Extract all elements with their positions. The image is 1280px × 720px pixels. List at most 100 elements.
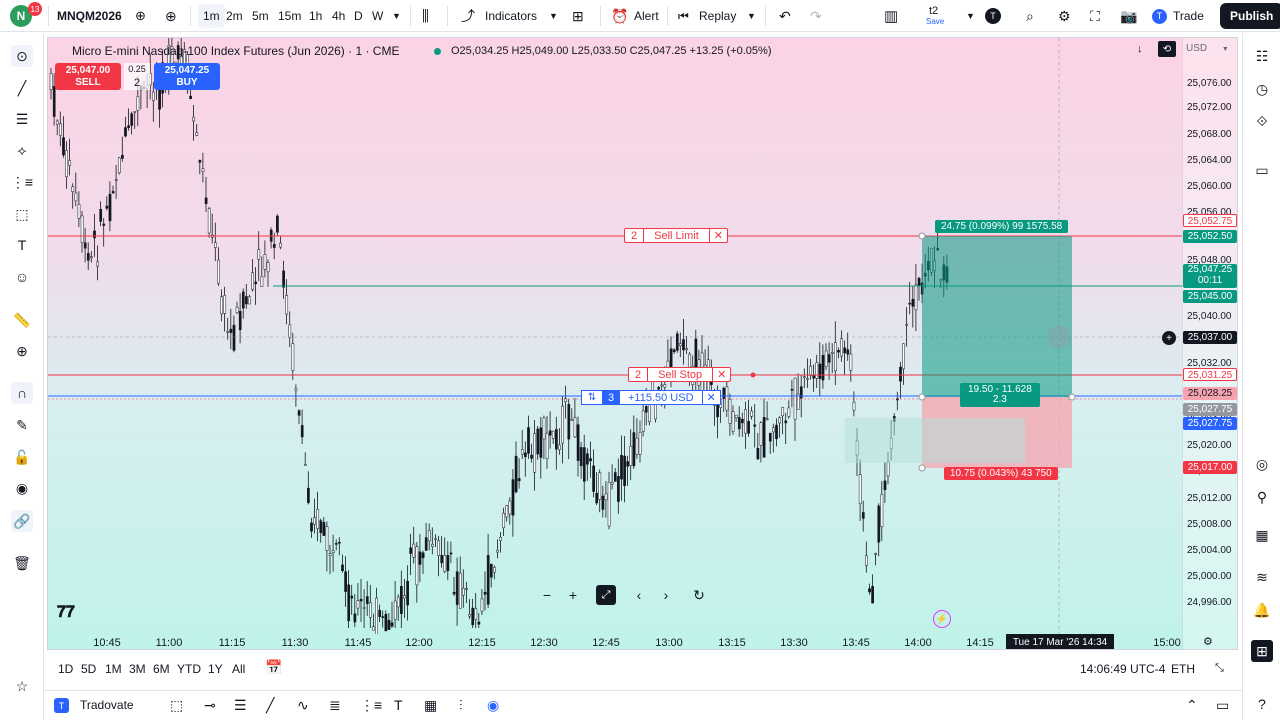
replay-button[interactable]: Replay: [699, 9, 737, 23]
candlestick-series[interactable]: [48, 38, 1182, 634]
pattern-icon[interactable]: ⟡: [17, 141, 27, 158]
trash-icon[interactable]: 🗑: [13, 554, 31, 571]
panel-wave-icon[interactable]: ∿: [297, 697, 309, 713]
notifications-bell-icon[interactable]: 🔔: [1253, 601, 1271, 618]
zoom-in-button-icon[interactable]: +: [568, 587, 578, 603]
reverse-position-icon[interactable]: ⇅: [581, 390, 603, 405]
close-position-icon[interactable]: ✕: [702, 390, 721, 405]
timeframe-d[interactable]: D: [354, 9, 363, 23]
timeframe-2m[interactable]: 2m: [226, 9, 243, 23]
replay-icon[interactable]: ⏮: [678, 8, 689, 23]
panel-levels-icon[interactable]: ⋮≡: [360, 697, 383, 713]
collapse-panel-chevron-up-icon[interactable]: ⌃: [1186, 697, 1198, 713]
panel-line-icon[interactable]: ⊸: [204, 697, 216, 713]
search-icon[interactable]: ⌕: [1026, 7, 1034, 24]
chart-pane[interactable]: Micro E-mini Nasdaq-100 Index Futures (J…: [47, 37, 1238, 650]
panel-replay-icon[interactable]: ◉: [487, 697, 500, 713]
broker-name[interactable]: Tradovate: [80, 698, 134, 712]
shapes-icon[interactable]: ⬚: [15, 205, 29, 222]
rr-handle-mid[interactable]: [918, 393, 926, 401]
panel-price-icon[interactable]: ⫶: [459, 697, 463, 713]
ideas-icon[interactable]: ⚲: [1256, 488, 1268, 505]
sell-stop-order[interactable]: 2 Sell Stop ✕: [628, 367, 732, 382]
order-dot[interactable]: [750, 372, 756, 378]
timeframe-5m[interactable]: 5m: [252, 9, 269, 23]
buy-button[interactable]: 25,047.25 BUY: [154, 63, 220, 90]
zoom-out-icon[interactable]: −: [542, 587, 552, 603]
target-icon[interactable]: ◎: [1255, 455, 1269, 472]
profit-zone[interactable]: [922, 236, 1072, 397]
timeframe-w[interactable]: W: [372, 9, 384, 23]
reset-zoom-icon[interactable]: ⤢: [596, 585, 616, 605]
indicators-icon[interactable]: ⤴: [461, 8, 475, 24]
time-axis[interactable]: 10:45 11:00 11:15 11:30 11:45 12:00 12:15 12:30…: [48, 634, 1182, 649]
sell-limit-qty[interactable]: 2: [625, 229, 645, 242]
panel-text-icon[interactable]: T: [394, 697, 403, 713]
adjust-icon[interactable]: ⤡: [1215, 662, 1224, 674]
sell-stop-cancel-icon[interactable]: ✕: [712, 368, 730, 381]
alarm-clock-icon[interactable]: ⏰: [611, 7, 629, 24]
cursor-icon[interactable]: ⊙: [11, 45, 33, 67]
add-order-plus-icon[interactable]: +: [1162, 331, 1176, 345]
replay-dropdown-icon[interactable]: ▼: [747, 11, 756, 21]
fib-retracement-icon[interactable]: ☰: [15, 110, 29, 127]
keep-drawing-icon[interactable]: ✎: [16, 416, 28, 433]
sell-limit-label[interactable]: Sell Limit: [654, 229, 699, 242]
panel-draw-icon[interactable]: ╱: [266, 697, 275, 713]
sync-link-icon[interactable]: 🔗: [11, 510, 33, 532]
text-tool-icon[interactable]: T: [17, 237, 27, 253]
panel-list-icon[interactable]: ☰: [234, 697, 247, 713]
hide-drawings-eye-icon[interactable]: ◉: [15, 479, 29, 496]
timeframe-dropdown-icon[interactable]: ▼: [392, 11, 401, 21]
ruler-icon[interactable]: 📏: [13, 311, 31, 328]
apps-grid-icon[interactable]: ⊞: [1251, 640, 1273, 662]
compare-icon[interactable]: ⊕: [135, 8, 146, 23]
range-1d[interactable]: 1D: [58, 662, 74, 676]
alert-button[interactable]: Alert: [634, 9, 659, 23]
user-t-avatar[interactable]: T: [985, 0, 1001, 32]
range-5d[interactable]: 5D: [81, 662, 97, 676]
forecast-icon[interactable]: ⋮≡: [10, 173, 34, 190]
zoom-in-icon[interactable]: ⊕: [16, 342, 28, 359]
panel-frame-icon[interactable]: ⬚: [170, 697, 184, 713]
currency-selector[interactable]: USD ▼: [1186, 43, 1229, 54]
emoji-icon[interactable]: ☺: [14, 269, 30, 285]
range-6m[interactable]: 6M: [153, 662, 170, 676]
session-label[interactable]: ETH: [1171, 662, 1195, 676]
quantity-box[interactable]: 0.25 2: [124, 63, 150, 90]
scroll-left-icon[interactable]: ‹: [636, 587, 642, 603]
magnet-icon[interactable]: ∩: [11, 382, 33, 404]
templates-grid-icon[interactable]: ⊞: [572, 7, 584, 24]
undo-icon[interactable]: ↶: [779, 7, 791, 24]
quantity-value[interactable]: 2: [133, 77, 141, 89]
layout-dropdown-icon[interactable]: ▼: [966, 11, 975, 21]
timeframe-1m[interactable]: 1m: [198, 4, 225, 28]
price-axis[interactable]: 25,076.00 25,072.00 25,068.00 25,064.00 25,0…: [1182, 38, 1237, 649]
panel-fib-icon[interactable]: ≣: [329, 697, 341, 713]
scroll-to-latest-icon[interactable]: ↓: [1137, 43, 1143, 55]
panel-table-icon[interactable]: ▦: [424, 697, 438, 713]
time-axis-settings-icon[interactable]: ⚙: [1203, 636, 1213, 648]
clock-label[interactable]: 14:06:49 UTC-4: [1080, 662, 1166, 676]
sell-button[interactable]: 25,047.00 SELL: [55, 63, 121, 90]
auto-scale-icon[interactable]: ⟲: [1158, 41, 1176, 57]
broker-logo-icon[interactable]: T: [54, 698, 69, 713]
sell-limit-cancel-icon[interactable]: ✕: [708, 229, 727, 242]
user-t-avatar-icon[interactable]: T: [985, 8, 1001, 24]
help-icon[interactable]: ?: [1258, 696, 1266, 712]
redo-icon[interactable]: ↷: [810, 7, 822, 24]
calendar-icon[interactable]: ▦: [1255, 526, 1269, 543]
range-1m[interactable]: 1M: [105, 662, 122, 676]
position-order[interactable]: ⇅ 3 +115.50 USD ✕: [581, 390, 721, 405]
reset-chart-icon[interactable]: ↻: [693, 586, 705, 603]
user-menu[interactable]: N: [10, 0, 32, 32]
rr-handle-right[interactable]: [1068, 393, 1076, 401]
timeframe-15m[interactable]: 15m: [278, 9, 302, 23]
sell-stop-label[interactable]: Sell Stop: [658, 368, 703, 381]
sell-limit-order[interactable]: 2 Sell Limit ✕: [624, 228, 728, 243]
range-ytd[interactable]: YTD: [177, 662, 201, 676]
currency-dropdown-icon[interactable]: ▼: [1221, 46, 1229, 53]
range-3m[interactable]: 3M: [129, 662, 146, 676]
tradingview-logo-icon[interactable]: 𝟕𝟕: [57, 604, 75, 621]
scroll-right-icon[interactable]: ›: [663, 587, 669, 603]
